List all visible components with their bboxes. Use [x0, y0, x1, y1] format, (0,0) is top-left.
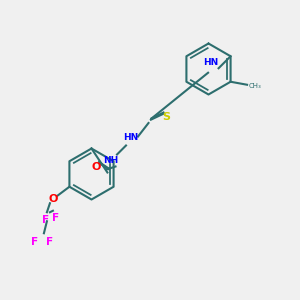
Text: F: F	[32, 237, 38, 247]
Text: HN: HN	[123, 134, 138, 142]
Text: HN: HN	[203, 58, 219, 67]
Text: F: F	[52, 213, 59, 223]
Text: F: F	[42, 215, 49, 225]
Text: O: O	[91, 161, 101, 172]
Text: F: F	[46, 237, 53, 247]
Text: CH₃: CH₃	[249, 83, 261, 89]
Text: S: S	[163, 112, 170, 122]
Text: NH: NH	[103, 156, 118, 165]
Text: O: O	[48, 194, 58, 204]
